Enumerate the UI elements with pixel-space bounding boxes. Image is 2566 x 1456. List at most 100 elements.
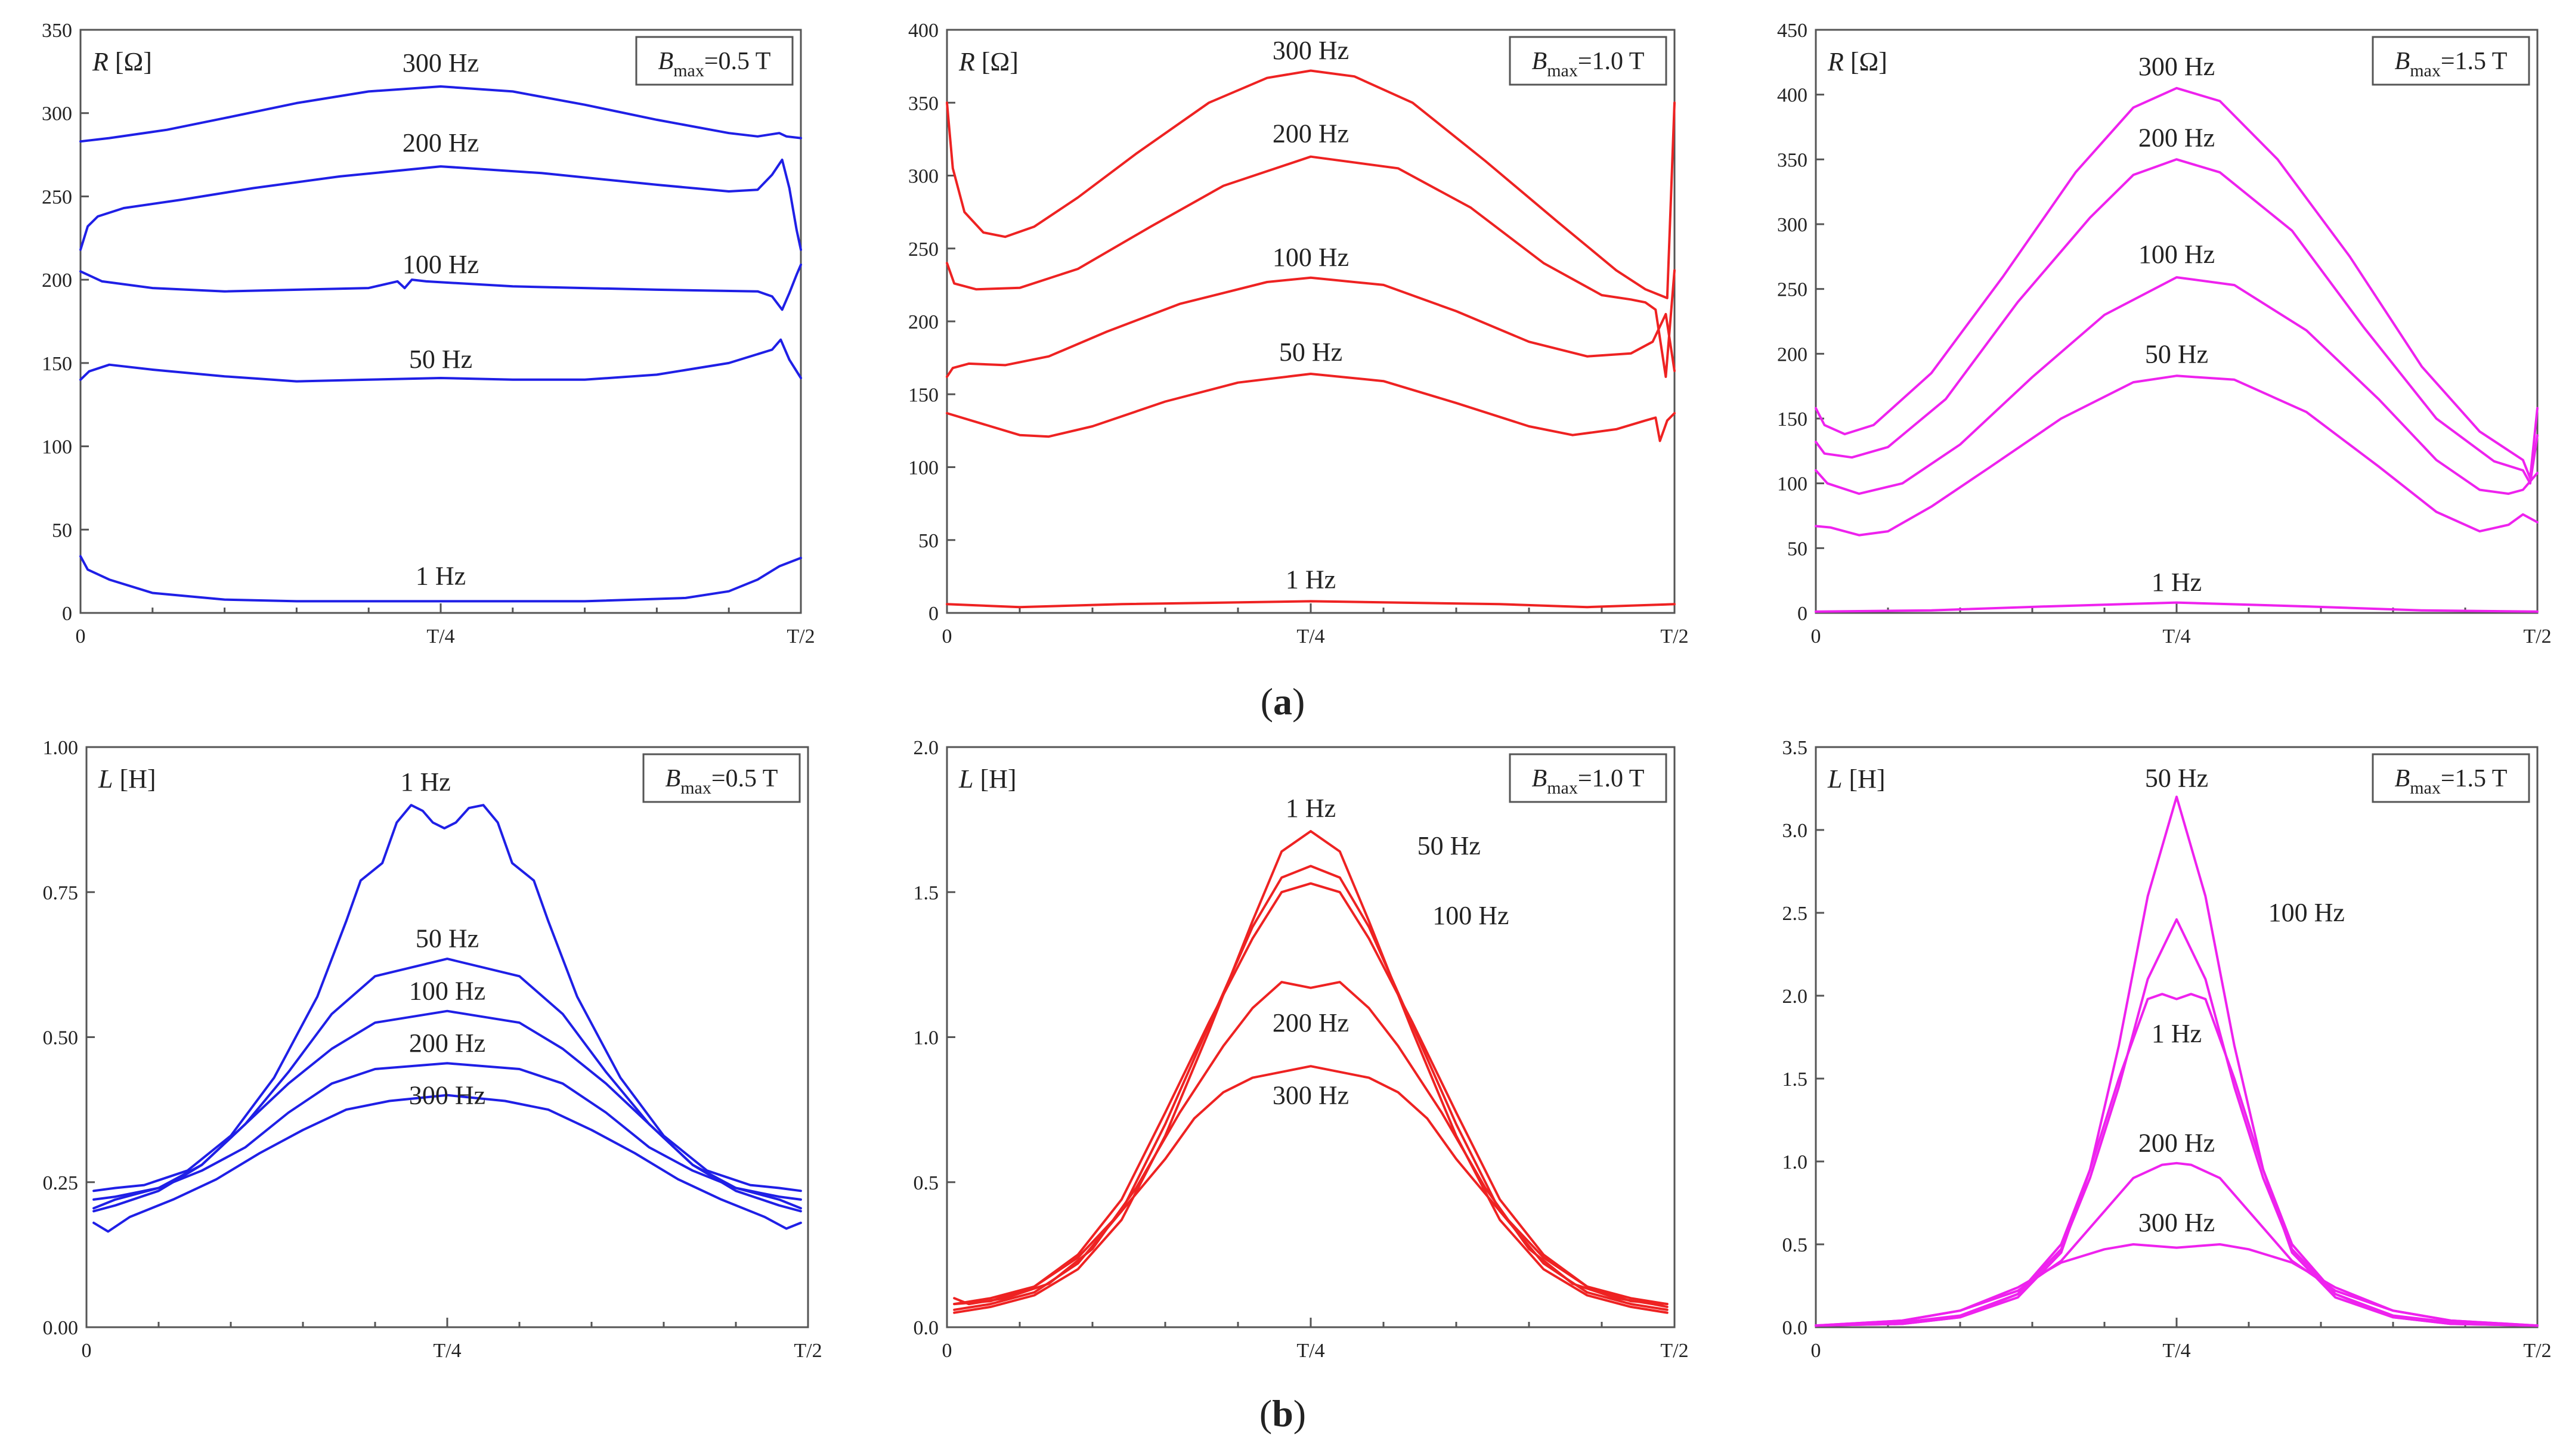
x-tick-label: T/4 [2162, 1340, 2190, 1362]
y-tick-label: 300 [1777, 214, 1807, 236]
chart-panel-6: 0.0 0.5 1.0 1.5 2.0 2.5 3.0 3.5 0 T/4 T/2 L [H] Bmax… [1782, 737, 2552, 1362]
legend-box [2372, 753, 2530, 803]
y-tick-label: 100 [1777, 473, 1807, 495]
y-tick-label: 1.0 [1782, 1151, 1808, 1173]
y-axis-symbol: R [958, 47, 975, 76]
y-tick-label: 2.0 [1782, 986, 1808, 1008]
series-label-50-hz: 50 Hz [1417, 831, 1481, 860]
x-tick-label: T/2 [787, 625, 815, 648]
y-tick-label: 2.0 [914, 737, 939, 759]
x-tick-label: 0 [76, 625, 86, 648]
legend-subscript: max [2410, 61, 2441, 80]
series-label-1-hz: 1 Hz [2152, 568, 2202, 597]
series-label-300-hz: 300 Hz [2138, 1208, 2215, 1237]
series-label-1-hz: 1 Hz [2152, 1019, 2202, 1048]
y-tick-label: 450 [1777, 20, 1807, 42]
y-axis-unit: [H] [1842, 764, 1885, 794]
y-tick-label: 0.5 [1782, 1234, 1808, 1256]
series-line-1-hz [946, 600, 1676, 609]
y-tick-label: 0.25 [43, 1172, 79, 1194]
series-line-50-hz [1815, 795, 2539, 1327]
y-tick-label: 1.5 [1782, 1068, 1808, 1091]
series-label-50-hz: 50 Hz [1279, 337, 1342, 367]
legend-subscript: max [1547, 61, 1578, 80]
legend-label: Bmax=1.0 T [1532, 48, 1645, 80]
y-tick-label: 350 [42, 20, 72, 42]
y-tick-label: 200 [42, 269, 72, 292]
y-tick-label: 1.0 [914, 1027, 939, 1049]
series-line-300-hz [79, 85, 802, 143]
legend-subscript: max [680, 778, 711, 798]
series-line-1-hz [1815, 601, 2539, 613]
y-tick-label: 0.00 [43, 1317, 79, 1339]
y-tick-label: 50 [1787, 538, 1807, 560]
legend-label: Bmax=1.5 T [2395, 48, 2508, 80]
series-line-200-hz [953, 981, 1669, 1308]
legend-subscript: max [673, 61, 704, 80]
y-axis-label: L [H] [98, 764, 156, 794]
legend-label: Bmax=0.5 T [658, 48, 771, 80]
series-label-200-hz: 200 Hz [1273, 119, 1349, 148]
series-line-1-hz [953, 830, 1669, 1314]
chart-panel-1: 0 50 100 150 200 250 300 350 0 T/4 T/2 R [Ω] Bmax=0.… [42, 20, 815, 648]
y-tick-label: 1.00 [43, 737, 79, 759]
x-tick-label: T/4 [426, 625, 454, 648]
y-tick-label: 300 [908, 166, 939, 188]
series-label-200-hz: 200 Hz [1273, 1008, 1349, 1037]
x-tick-label: 0 [942, 625, 952, 648]
x-tick-label: T/2 [1660, 625, 1688, 648]
legend-box [635, 36, 794, 86]
y-tick-label: 250 [908, 238, 939, 261]
series-line-300-hz [953, 1065, 1669, 1306]
series-line-200-hz [946, 155, 1676, 378]
y-tick-label: 100 [42, 436, 72, 459]
series-label-300-hz: 300 Hz [409, 1080, 485, 1110]
y-tick-label: 0.0 [914, 1317, 939, 1339]
y-tick-label: 400 [1777, 85, 1807, 107]
series-label-300-hz: 300 Hz [1273, 1080, 1349, 1110]
series-line-200-hz [1815, 1161, 2539, 1327]
x-tick-label: T/2 [1660, 1340, 1688, 1362]
series-line-200-hz [79, 159, 802, 251]
series-line-100-hz [92, 1009, 802, 1213]
y-tick-label: 0.50 [43, 1027, 79, 1049]
y-tick-label: 250 [42, 186, 72, 208]
series-line-300-hz [92, 1093, 802, 1233]
series-line-50-hz [1815, 374, 2539, 537]
series-line-200-hz [1815, 158, 2539, 485]
chart-panel-3: 0 50 100 150 200 250 300 350 400 450 0 T/4 T/2 R [Ω] B… [1777, 20, 2552, 648]
y-tick-label: 100 [908, 457, 939, 479]
legend-label: Bmax=0.5 T [666, 765, 778, 798]
series-line-50-hz [953, 865, 1669, 1311]
series-line-300-hz [1815, 1243, 2539, 1327]
y-axis-symbol: R [92, 47, 109, 76]
y-tick-label: 50 [918, 530, 939, 552]
x-tick-label: T/4 [2162, 625, 2190, 648]
x-tick-label: 0 [1811, 1340, 1821, 1362]
series-label-100-hz: 100 Hz [409, 976, 485, 1005]
series-label-100-hz: 100 Hz [1432, 901, 1509, 930]
series-label-1-hz: 1 Hz [416, 561, 466, 590]
series-line-100-hz [1815, 276, 2539, 495]
x-tick-label: 0 [942, 1340, 952, 1362]
y-tick-label: 250 [1777, 279, 1807, 301]
x-tick-label: T/4 [1296, 625, 1324, 648]
series-line-100-hz [79, 264, 802, 311]
legend-value: =1.0 T [1578, 765, 1645, 792]
y-axis-unit: [Ω] [975, 47, 1019, 76]
y-tick-label: 3.0 [1782, 820, 1808, 842]
x-tick-label: T/2 [2523, 1340, 2551, 1362]
y-axis-unit: [H] [113, 764, 156, 794]
y-axis-symbol: L [1827, 764, 1842, 794]
legend-subscript: max [2410, 778, 2441, 798]
series-label-50-hz: 50 Hz [2145, 764, 2208, 793]
y-tick-label: 2.5 [1782, 903, 1808, 925]
series-label-200-hz: 200 Hz [403, 128, 479, 157]
y-tick-label: 300 [42, 103, 72, 125]
legend-value: =0.5 T [711, 765, 778, 792]
y-axis-symbol: L [98, 764, 113, 794]
y-tick-label: 350 [908, 92, 939, 114]
y-axis-label: L [H] [958, 764, 1017, 794]
